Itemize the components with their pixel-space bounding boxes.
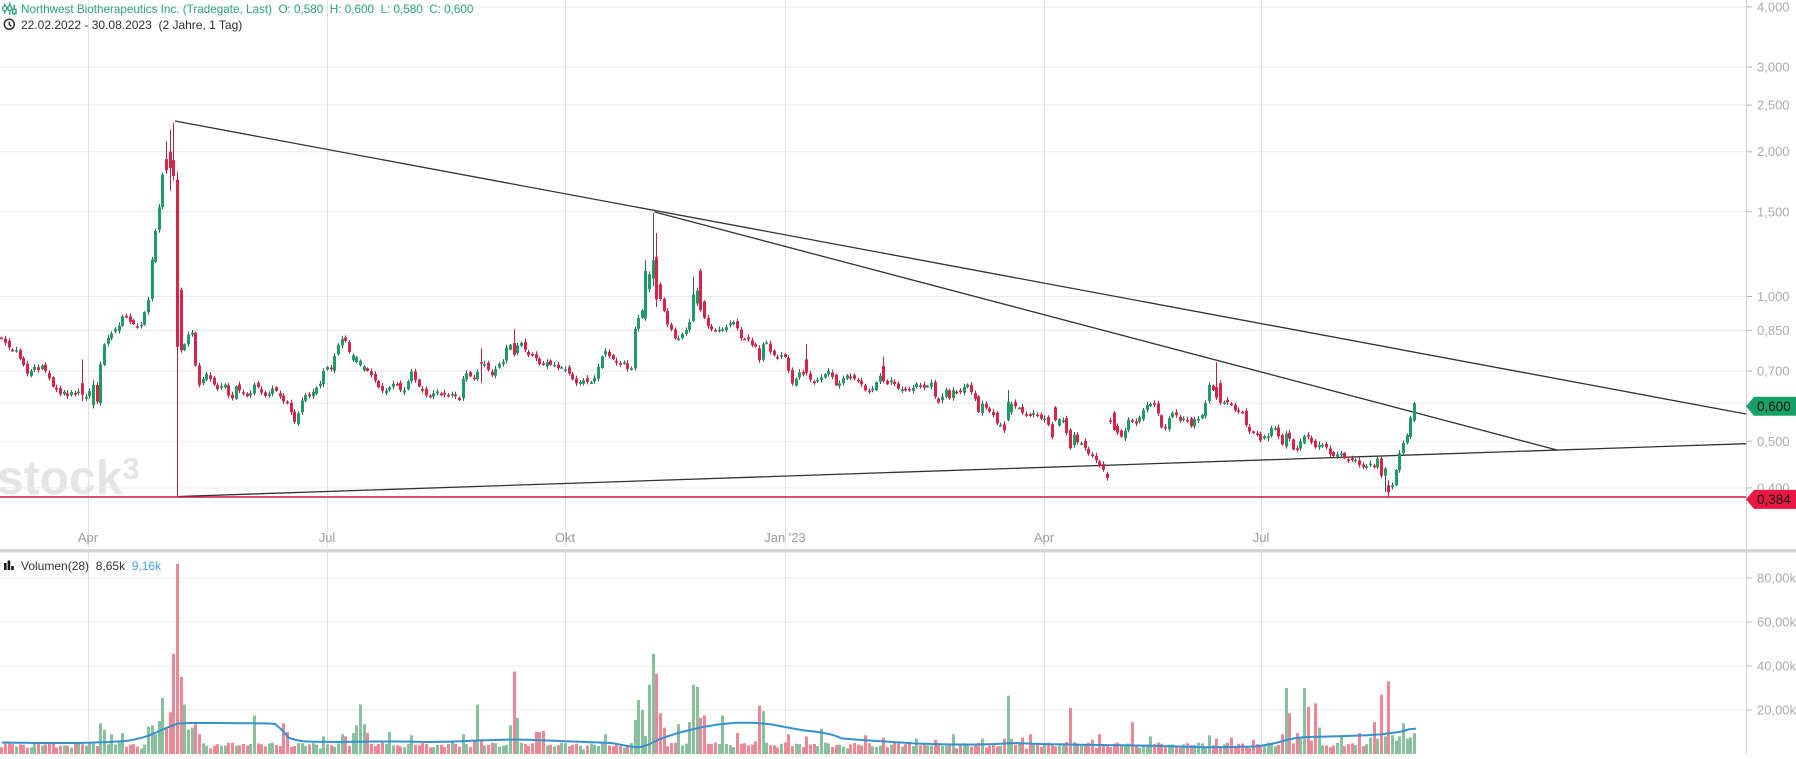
- svg-text:2,500: 2,500: [1757, 98, 1790, 113]
- svg-text:Volumen(28) 8,65k 9,16k: Volumen(28) 8,65k 9,16k: [21, 559, 162, 573]
- svg-text:Jul: Jul: [319, 530, 336, 545]
- svg-text:1,000: 1,000: [1757, 289, 1790, 304]
- svg-text:0,850: 0,850: [1757, 323, 1790, 338]
- svg-text:0,500: 0,500: [1757, 434, 1790, 449]
- svg-text:4,000: 4,000: [1757, 0, 1790, 14]
- svg-text:40,00k: 40,00k: [1757, 659, 1796, 674]
- svg-text:Jan '23: Jan '23: [764, 530, 806, 545]
- svg-text:0,600: 0,600: [1757, 399, 1791, 414]
- svg-text:2,000: 2,000: [1757, 144, 1790, 159]
- svg-text:1,500: 1,500: [1757, 204, 1790, 219]
- svg-text:3,000: 3,000: [1757, 60, 1790, 75]
- svg-text:Okt: Okt: [555, 530, 576, 545]
- svg-text:Apr: Apr: [1034, 530, 1055, 545]
- svg-text:Jul: Jul: [1253, 530, 1270, 545]
- svg-text:0,700: 0,700: [1757, 364, 1790, 379]
- svg-text:20,00k: 20,00k: [1757, 703, 1796, 718]
- svg-text:80,00k: 80,00k: [1757, 571, 1796, 586]
- svg-text:0,384: 0,384: [1757, 492, 1791, 507]
- svg-text:60,00k: 60,00k: [1757, 615, 1796, 630]
- svg-text:22.02.2022 - 30.08.2023 (2 Ja: 22.02.2022 - 30.08.2023 (2 Jahre, 1 Tag): [21, 18, 242, 32]
- svg-text:Apr: Apr: [78, 530, 99, 545]
- svg-text:Northwest Biotherapeutics Inc.: Northwest Biotherapeutics Inc. (Tradegat…: [21, 3, 474, 16]
- svg-text:stock3: stock3: [0, 451, 140, 505]
